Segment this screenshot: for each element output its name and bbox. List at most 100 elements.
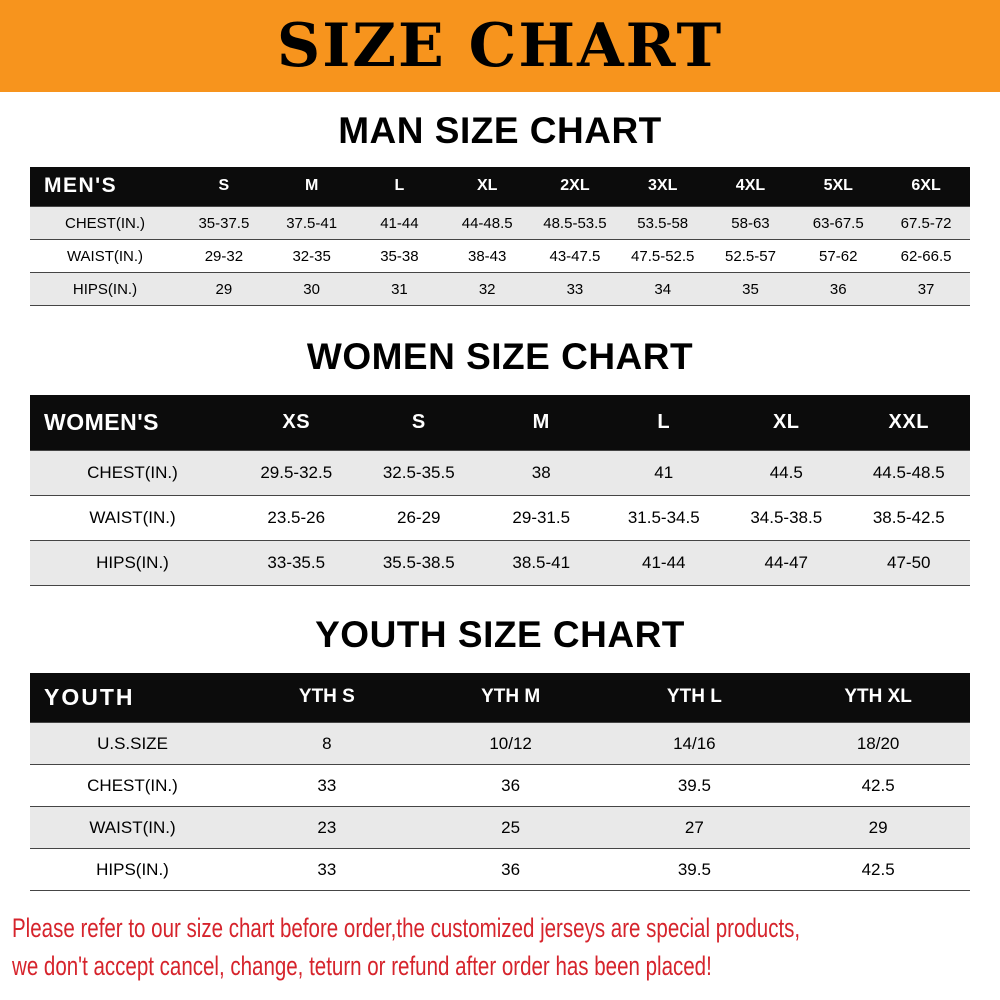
size-column-header: YTH XL: [786, 672, 970, 723]
disclaimer-note: Please refer to our size chart before or…: [12, 909, 1000, 985]
size-column-header: S: [180, 166, 268, 207]
size-value: 36: [501, 859, 521, 879]
row-label: CHEST(IN.): [87, 775, 178, 795]
row-label: WAIST(IN.): [66, 247, 144, 265]
row-label: WAIST(IN.): [89, 817, 176, 837]
size-value: 44.5-48.5: [872, 463, 945, 483]
table-row: HIPS(IN.) 33-35.5 35.5-38.5 38.5-41 41-44 44-…: [30, 540, 970, 586]
size-value: 47-50: [887, 553, 931, 573]
size-value: 42.5: [861, 859, 895, 879]
page-title: SIZE CHART: [276, 11, 724, 81]
women-size-table: WOMEN'S XS S M L XL XXL CHEST(IN.) 29.5-32.5 32.5…: [30, 394, 970, 587]
size-value: 32: [478, 280, 496, 298]
size-value: 53.5-58: [637, 214, 689, 232]
size-column-header: 2XL: [531, 166, 619, 207]
size-value: 41-44: [380, 214, 419, 232]
size-value: 10/12: [489, 733, 532, 753]
size-value: 14/16: [673, 733, 716, 753]
size-value: 35-38: [380, 247, 419, 265]
size-value: 38.5-41: [512, 553, 571, 573]
table-row: WAIST(IN.) 23.5-26 26-29 29-31.5 31.5-34.5 34…: [30, 495, 970, 541]
size-value: 38: [531, 463, 551, 483]
size-value: 33: [566, 280, 584, 298]
size-value: 27: [684, 817, 704, 837]
size-column-header: XS: [235, 394, 358, 451]
size-value: 34.5-38.5: [750, 508, 823, 528]
size-value: 33: [317, 775, 337, 795]
size-value: 34: [654, 280, 672, 298]
size-value: 33-35.5: [267, 553, 326, 573]
size-value: 23.5-26: [267, 508, 326, 528]
size-value: 35-37.5: [198, 214, 250, 232]
row-label: CHEST(IN.): [65, 214, 145, 232]
disclaimer-line-1: Please refer to our size chart before or…: [12, 913, 801, 944]
size-column-header: YTH S: [235, 672, 419, 723]
youth-size-chart-heading: YOUTH SIZE CHART: [315, 614, 685, 656]
size-value: 32.5-35.5: [382, 463, 455, 483]
size-value: 18/20: [856, 733, 900, 753]
size-column-header: 6XL: [882, 166, 970, 207]
size-value: 32-35: [292, 247, 331, 265]
size-value: 31.5-34.5: [627, 508, 700, 528]
size-value: 36: [501, 775, 521, 795]
size-value: 29: [215, 280, 233, 298]
row-label: HIPS(IN.): [96, 859, 169, 879]
row-label: HIPS(IN.): [72, 280, 138, 298]
size-column-header: YTH L: [602, 672, 787, 723]
disclaimer-line-2: we don't accept cancel, change, teturn o…: [12, 951, 712, 982]
table-row: U.S.SIZE 8 10/12 14/16 18/20: [30, 722, 970, 765]
size-value: 62-66.5: [900, 247, 952, 265]
size-value: 25: [501, 817, 521, 837]
size-value: 29-31.5: [512, 508, 571, 528]
size-value: 52.5-57: [725, 247, 776, 265]
size-column-header: YTH M: [418, 672, 603, 723]
size-table: WOMEN'S XS S M L XL XXL CHEST(IN.) 29.5-32.5 32.5…: [30, 394, 970, 587]
size-column-header: XXL: [847, 394, 970, 451]
size-value: 58-63: [731, 214, 770, 232]
size-value: 36: [829, 280, 847, 298]
size-column-header: L: [602, 394, 725, 451]
table-row: HIPS(IN.) 29 30 31 32 33 34 35 36 37: [30, 272, 970, 306]
table-row: CHEST(IN.) 33 36 39.5 42.5: [30, 764, 970, 807]
size-value: 35.5-38.5: [382, 553, 455, 573]
table-row: WAIST(IN.) 29-32 32-35 35-38 38-43 43-47.5 47.…: [30, 239, 970, 273]
size-column-header: 5XL: [794, 166, 883, 207]
size-column-header: S: [357, 394, 480, 451]
size-value: 57-62: [819, 247, 858, 265]
table-header-row: YOUTH YTH S YTH M YTH L YTH XL: [30, 672, 970, 723]
row-label: HIPS(IN.): [96, 553, 169, 573]
table-header-row: MEN'S S M L XL 2XL 3XL 4XL 5XL 6XL: [30, 166, 970, 207]
size-value: 44.5: [769, 463, 803, 483]
size-value: 44-47: [764, 553, 808, 573]
size-column-header: XL: [443, 166, 532, 207]
size-column-header: 4XL: [706, 166, 795, 207]
row-label: WAIST(IN.): [89, 508, 176, 528]
table-corner-label: MEN'S: [30, 166, 180, 207]
size-value: 38-43: [467, 247, 507, 265]
size-column-header: 3XL: [618, 166, 707, 207]
size-column-header: XL: [725, 394, 848, 451]
women-size-chart-heading: WOMEN SIZE CHART: [306, 336, 694, 378]
size-value: 42.5: [861, 775, 895, 795]
size-value: 35: [742, 280, 759, 298]
size-chart-banner: SIZE CHART: [0, 0, 1000, 92]
size-value: 47.5-52.5: [631, 247, 695, 265]
size-value: 37: [917, 280, 935, 298]
size-value: 39.5: [677, 775, 711, 795]
table-row: WAIST(IN.) 23 25 27 29: [30, 806, 970, 849]
size-value: 8: [322, 733, 332, 753]
size-value: 29.5-32.5: [260, 463, 333, 483]
men-size-table: MEN'S S M L XL 2XL 3XL 4XL 5XL 6XL CHEST(IN.) 35-37…: [30, 166, 970, 307]
size-value: 30: [303, 280, 320, 298]
size-value: 31: [391, 280, 408, 298]
size-value: 63-67.5: [812, 214, 864, 232]
size-table: YOUTH YTH S YTH M YTH L YTH XL U.S.SIZE 8 10/12…: [30, 672, 970, 892]
size-value: 37.5-41: [286, 214, 338, 232]
table-row: CHEST(IN.) 29.5-32.5 32.5-35.5 38 41 44.5 44.5…: [30, 450, 970, 496]
table-corner-label: YOUTH: [30, 672, 235, 723]
size-value: 67.5-72: [900, 214, 952, 232]
table-corner-label: WOMEN'S: [30, 394, 235, 451]
size-value: 26-29: [397, 508, 441, 528]
table-row: HIPS(IN.) 33 36 39.5 42.5: [30, 848, 970, 891]
